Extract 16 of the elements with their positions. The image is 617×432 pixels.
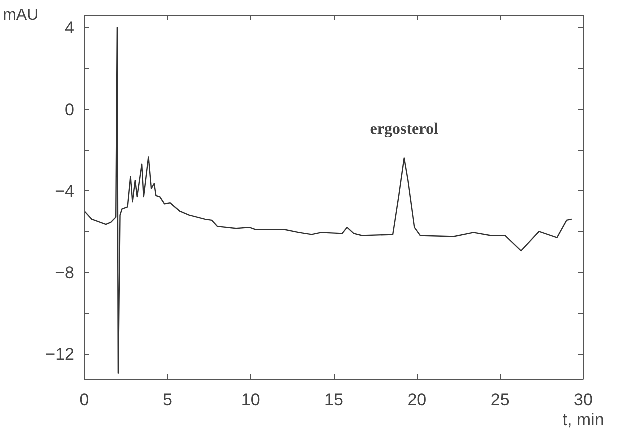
y-axis-title: mAU	[3, 7, 39, 24]
y-tick-label: −12	[46, 345, 75, 364]
y-tick-label: 4	[65, 18, 75, 38]
x-axis-title: t, min	[562, 410, 604, 430]
annotation: ergosterol	[370, 121, 439, 138]
x-tick-label: 5	[162, 390, 172, 410]
line-series	[84, 27, 572, 374]
x-tick-label: 20	[408, 390, 427, 410]
y-tick-label: −8	[55, 263, 75, 282]
y-tick-label: −4	[55, 182, 75, 201]
y-tick-label: 0	[65, 100, 75, 120]
x-tick-label: 15	[324, 390, 344, 410]
x-tick-label: 0	[80, 390, 90, 410]
x-tick-label: 25	[490, 390, 510, 410]
x-tick-label: 30	[574, 390, 593, 410]
x-tick-label: 10	[241, 390, 260, 410]
